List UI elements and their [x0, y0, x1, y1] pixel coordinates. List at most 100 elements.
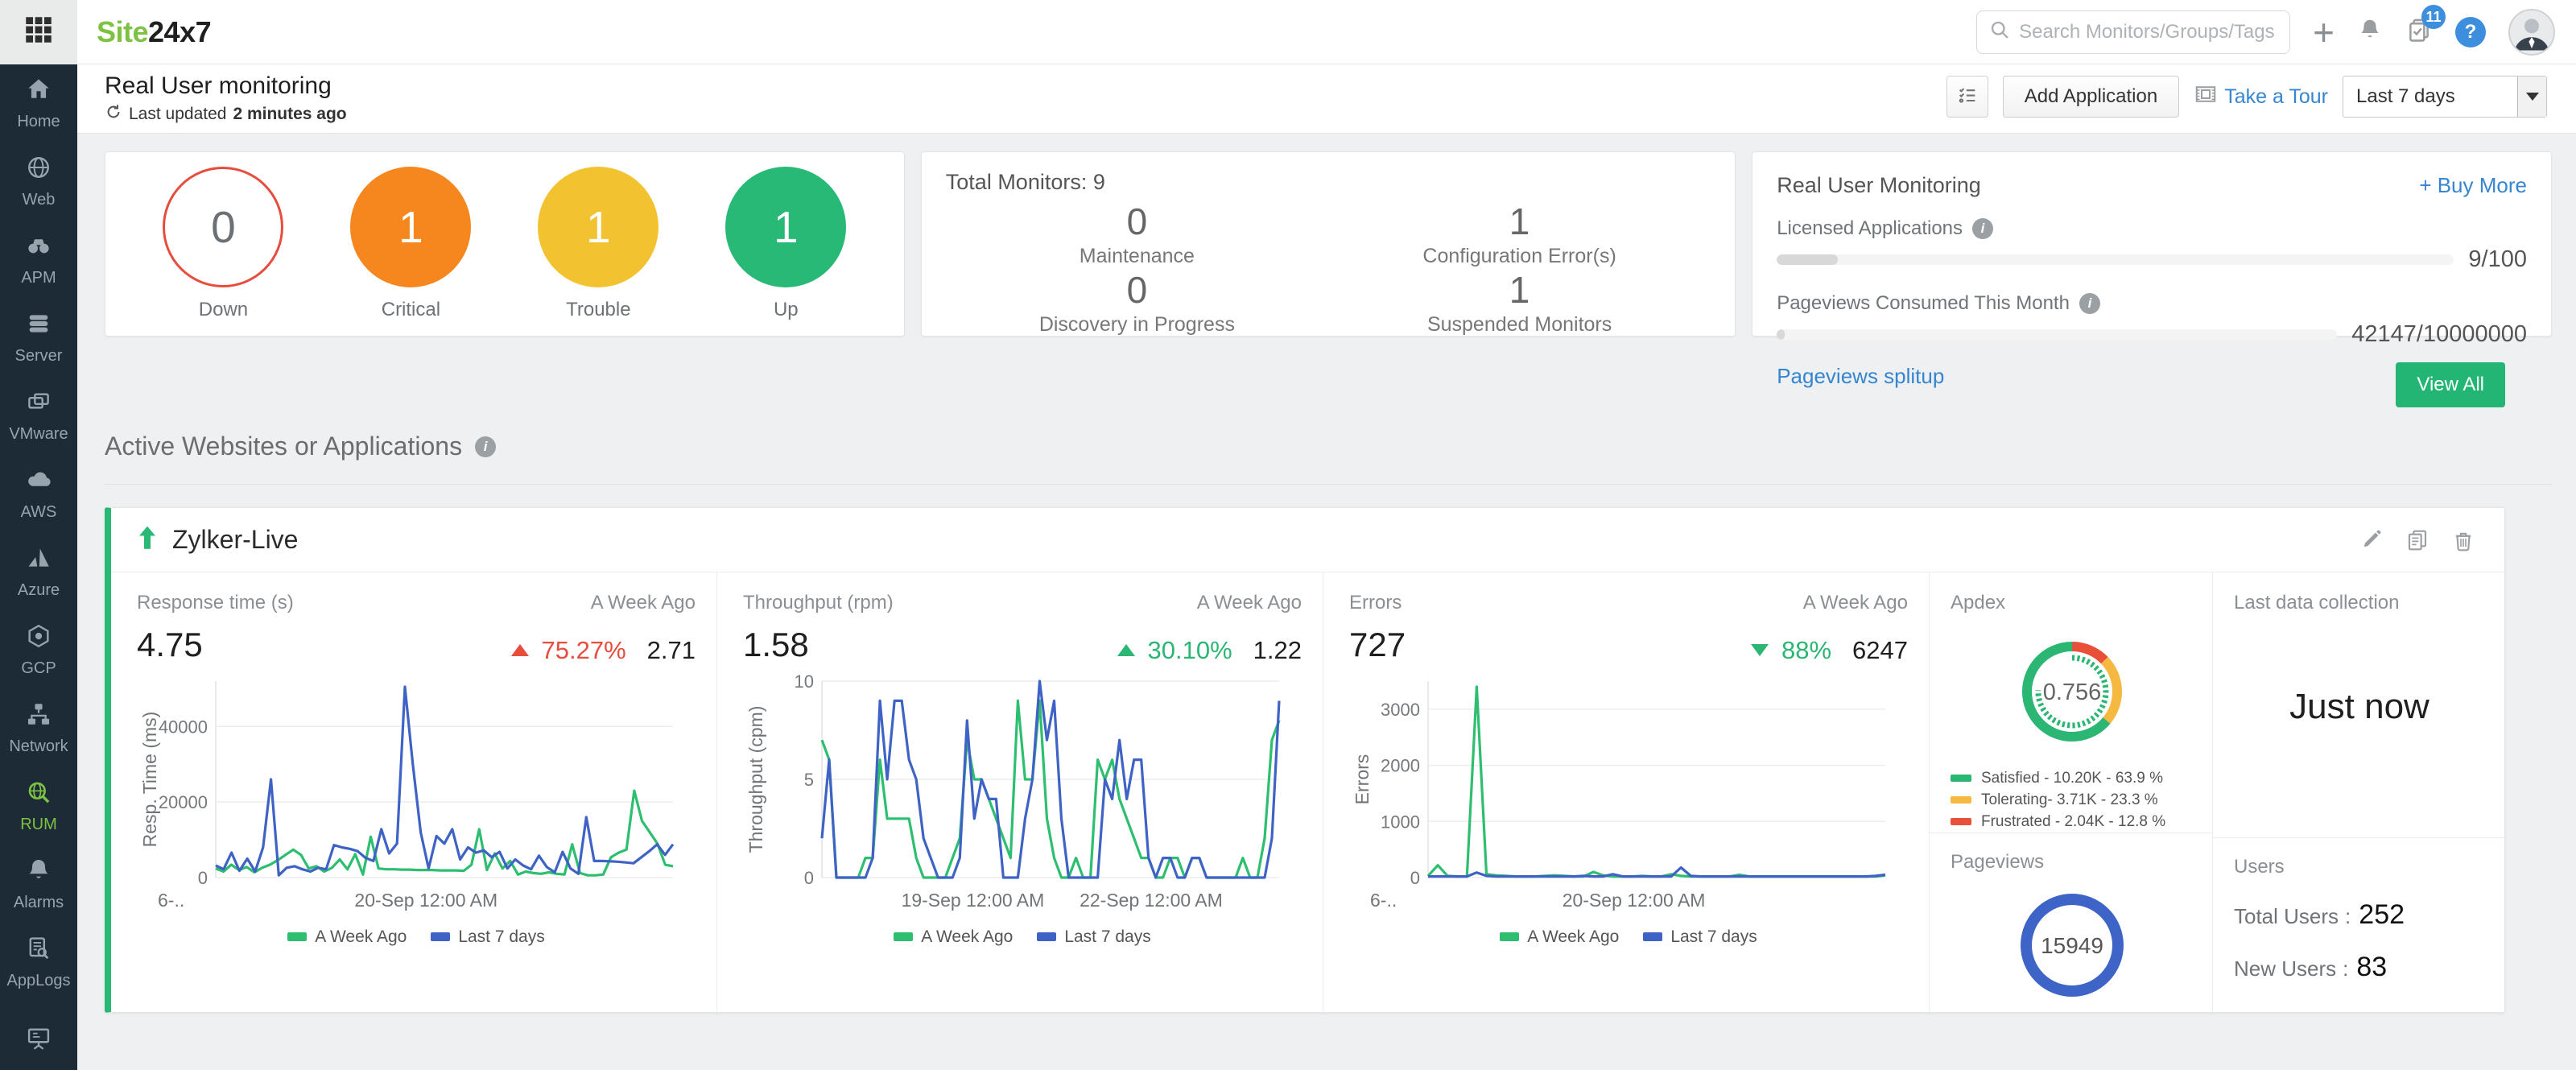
sidebar-item-alarms[interactable]: Alarms [0, 845, 77, 923]
metric-current-value: 727 [1349, 626, 1406, 663]
svg-text:Throughput (cpm): Throughput (cpm) [745, 705, 766, 853]
svg-text:5: 5 [804, 770, 814, 790]
topbar: Site24x7 + 11 ? [0, 0, 2576, 64]
delete-trash-icon[interactable] [2451, 527, 2475, 553]
refresh-icon[interactable] [105, 103, 122, 126]
metric-line-chart: 0 20000 40000 Resp. Time (ms) 6-.. 20-Sep 12:… [137, 673, 696, 915]
sidebar-item-aws[interactable]: AWS [0, 455, 77, 533]
info-icon[interactable]: i [475, 436, 497, 457]
total-monitors-title: Total Monitors: 9 [945, 170, 1105, 194]
info-icon[interactable]: i [1972, 218, 1994, 239]
svg-text:20-Sep 12:00 AM: 20-Sep 12:00 AM [1563, 890, 1706, 911]
metric-label: Throughput (rpm) [743, 592, 894, 613]
buy-more-link[interactable]: + Buy More [2419, 173, 2527, 197]
add-monitor-button[interactable]: + [2313, 10, 2334, 53]
take-a-tour-link[interactable]: Take a Tour [2194, 82, 2328, 112]
sidebar-item-network[interactable]: Network [0, 689, 77, 767]
apdex-legend-item: Tolerating- 3.71K - 23.3 % [1951, 789, 2193, 811]
sidebar-item-vmware[interactable]: VMware [0, 377, 77, 455]
sidebar-item-boards[interactable] [0, 1002, 77, 1070]
network-icon [25, 700, 52, 732]
dashboard-body: 0 Down 1 Critical 1 Trouble 1 Up Total Monitors… [77, 134, 2576, 1070]
sidebar-item-rum[interactable]: RUM [0, 767, 77, 845]
notification-badge: 11 [2421, 5, 2446, 29]
global-search[interactable] [1976, 10, 2291, 54]
rum-license-card: Real User Monitoring + Buy More Licensed… [1752, 151, 2552, 388]
metric-current-value: 1.58 [743, 626, 809, 663]
users-title: Users [2234, 856, 2285, 878]
user-avatar[interactable] [2508, 8, 2555, 56]
trend-up-icon [1117, 644, 1135, 656]
chart-legend: A Week Ago Last 7 days [1349, 927, 1908, 947]
monitor-stat: 0 Discovery in Progress [1038, 269, 1235, 336]
app-switcher-button[interactable] [0, 0, 77, 64]
compare-label: A Week Ago [1196, 592, 1302, 613]
announcements-button[interactable]: 11 [2405, 5, 2446, 48]
apdex-pageviews-panel: Apdex 0.756 Satisfied - 10.20K - 63.9 % T… [1930, 572, 2213, 1012]
checklist-icon [1956, 84, 1979, 110]
sidebar-item-applogs[interactable]: AppLogs [0, 923, 77, 1002]
chevron-down-icon [2517, 76, 2546, 117]
copy-report-icon[interactable] [2405, 527, 2430, 553]
pageviews-consumed-row: Pageviews Consumed This Month i 42147/10… [1777, 292, 2527, 347]
gcp-icon [25, 622, 52, 654]
sidebar-item-gcp[interactable]: GCP [0, 611, 77, 689]
sidebar-item-web[interactable]: Web [0, 143, 77, 221]
boards-icon [25, 1025, 52, 1056]
status-circle-down[interactable]: 0 Down [163, 167, 284, 321]
status-summary-card: 0 Down 1 Critical 1 Trouble 1 Up [105, 151, 905, 337]
sidebar-item-server[interactable]: Server [0, 299, 77, 377]
sidebar-item-azure[interactable]: Azure [0, 533, 77, 611]
info-icon[interactable]: i [2079, 293, 2100, 314]
view-all-button[interactable]: View All [2396, 362, 2505, 407]
svg-text:19-Sep 12:00 AM: 19-Sep 12:00 AM [902, 890, 1045, 911]
metric-previous-value: 2.71 [646, 635, 696, 664]
add-application-button[interactable]: Add Application [2002, 76, 2180, 118]
applogs-icon [25, 935, 52, 966]
metric-change-pct: 30.10% [1147, 635, 1232, 664]
search-icon [1988, 19, 2011, 45]
section-title: Active Websites or Applications [105, 432, 463, 461]
apdex-legend-item: Frustrated - 2.04K - 12.8 % [1951, 811, 2193, 832]
film-icon [2194, 82, 2218, 112]
pageviews-splitup-link[interactable]: Pageviews splitup [1777, 364, 1945, 388]
site24x7-logo[interactable]: Site24x7 [97, 14, 212, 48]
metric-column-response-time-s: Response time (s) A Week Ago 4.75 75.27% 2.7… [111, 572, 717, 1012]
aws-icon [25, 466, 52, 498]
edit-pencil-icon[interactable] [2359, 527, 2384, 553]
metric-label: Errors [1349, 592, 1402, 613]
metric-previous-value: 6247 [1852, 635, 1908, 664]
svg-text:0.756: 0.756 [2042, 680, 2101, 705]
metric-previous-value: 1.22 [1253, 635, 1302, 664]
home-icon [25, 76, 52, 107]
page-header: Real User monitoring Last updated 2 minu… [77, 64, 2576, 134]
status-circle-up[interactable]: 1 Up [725, 167, 847, 321]
status-circle-trouble[interactable]: 1 Trouble [538, 167, 659, 321]
trend-up-icon [510, 644, 529, 656]
legend-item: A Week Ago [287, 927, 407, 947]
help-button[interactable]: ? [2455, 16, 2486, 48]
time-range-select[interactable]: Last 7 days [2343, 76, 2547, 118]
monitor-stat: 1 Configuration Error(s) [1422, 200, 1616, 267]
search-input[interactable] [2019, 20, 2279, 43]
last-data-collection-title: Last data collection [2234, 592, 2400, 613]
status-circle-critical[interactable]: 1 Critical [350, 167, 472, 321]
total-users-row: Total Users: 252 [2234, 899, 2405, 930]
sidebar-item-home[interactable]: Home [0, 64, 77, 143]
application-name-link[interactable]: Zylker-Live [172, 525, 299, 554]
alerts-bell-button[interactable] [2357, 17, 2383, 47]
sidebar-item-apm[interactable]: APM [0, 221, 77, 299]
svg-text:15949: 15949 [2041, 933, 2103, 958]
licensed-applications-row: Licensed Applications i 9/100 [1777, 217, 2527, 272]
svg-text:0: 0 [1410, 868, 1420, 888]
metric-column-errors: Errors A Week Ago 727 88% 6247 0 1000 2000 3000 E… [1323, 572, 1930, 1012]
svg-text:6-..: 6-.. [158, 890, 184, 911]
svg-text:0: 0 [198, 868, 208, 888]
licensed-value: 9/100 [2468, 246, 2527, 272]
apm-icon [25, 232, 52, 263]
apdex-legend-item: Satisfied - 10.20K - 63.9 % [1951, 767, 2193, 789]
list-view-button[interactable] [1946, 76, 1988, 118]
compare-label: A Week Ago [590, 592, 696, 613]
monitor-stat: 1 Suspended Monitors [1426, 269, 1612, 336]
